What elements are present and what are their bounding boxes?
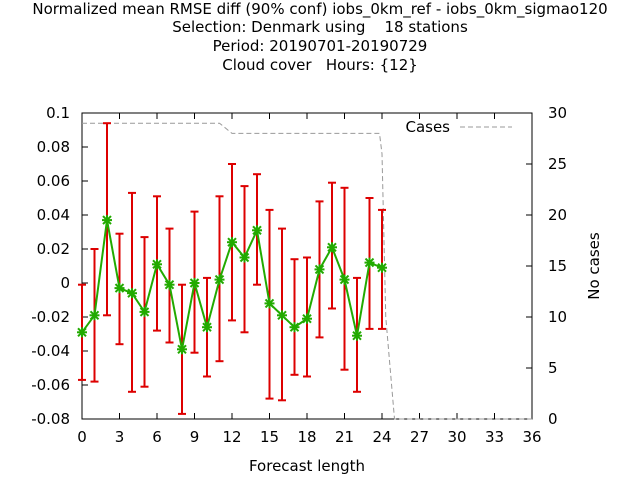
x-tick-label: 9	[190, 428, 200, 446]
data-point	[264, 298, 275, 309]
data-point	[189, 278, 200, 288]
data-point	[302, 313, 312, 324]
y-tick-label: 0.08	[37, 138, 70, 156]
y2-tick-label: 30	[548, 104, 567, 122]
data-point	[77, 327, 87, 338]
data-point	[239, 252, 250, 263]
y-tick-label: -0.06	[31, 376, 70, 394]
data-point	[314, 264, 325, 275]
y2-tick-label: 20	[548, 206, 567, 224]
data-point	[277, 310, 287, 321]
chart-title-line-2: Selection: Denmark using 18 stations	[172, 18, 468, 36]
data-point	[252, 225, 262, 236]
data-point	[114, 283, 125, 294]
x-tick-label: 33	[485, 428, 504, 446]
data-point	[352, 330, 362, 341]
x-tick-label: 6	[152, 428, 162, 446]
x-axis-label: Forecast length	[249, 457, 365, 475]
legend-label-cases: Cases	[405, 118, 450, 136]
x-tick-label: 24	[372, 428, 391, 446]
y-tick-label: 0.02	[37, 240, 70, 258]
data-point	[289, 322, 300, 333]
y2-tick-label: 0	[548, 410, 558, 428]
chart-title-line-4: Cloud cover Hours: {12}	[222, 56, 418, 74]
x-tick-label: 0	[77, 428, 87, 446]
data-point	[89, 310, 100, 321]
y2-tick-label: 15	[548, 257, 567, 275]
x-tick-label: 21	[335, 428, 354, 446]
y-tick-label: 0.1	[46, 104, 70, 122]
x-tick-label: 15	[260, 428, 279, 446]
y-tick-label: 0.06	[37, 172, 70, 190]
data-point	[377, 262, 387, 273]
y2-tick-label: 25	[548, 155, 567, 173]
data-point	[339, 274, 350, 285]
y-tick-label: -0.04	[31, 342, 70, 360]
legend: Cases	[405, 118, 512, 136]
y2-axis-label: No cases	[585, 232, 603, 300]
data-point	[202, 322, 212, 333]
x-tick-label: 18	[297, 428, 316, 446]
data-point	[139, 306, 150, 317]
y2-tick-label: 10	[548, 308, 567, 326]
x-tick-label: 3	[115, 428, 125, 446]
chart-title-line-1: Normalized mean RMSE diff (90% conf) iob…	[32, 0, 608, 18]
x-tick-label: 36	[522, 428, 541, 446]
x-tick-label: 12	[222, 428, 241, 446]
x-tick-label: 27	[410, 428, 429, 446]
data-point	[177, 344, 187, 355]
x-tick-label: 30	[447, 428, 466, 446]
data-point	[127, 288, 137, 299]
data-point	[364, 257, 375, 268]
axes-layer: 0 3 6 9 12 15 18 21 24 27 30 33 36-0.08-0.06-0.04-0.…	[31, 104, 567, 446]
cases-layer	[82, 122, 532, 420]
data-point	[214, 274, 225, 285]
y-tick-label: 0	[60, 274, 70, 292]
data-point	[152, 259, 162, 270]
y2-tick-label: 5	[548, 359, 558, 377]
data-point	[164, 279, 175, 290]
chart-title-line-3: Period: 20190701-20190729	[212, 37, 428, 55]
data-point	[102, 215, 112, 226]
cases-line	[82, 122, 532, 420]
y-tick-label: 0.04	[37, 206, 70, 224]
series-layer	[77, 215, 387, 355]
data-point	[227, 237, 237, 248]
y-tick-label: -0.08	[31, 410, 70, 428]
y-tick-label: -0.02	[31, 308, 70, 326]
data-point	[327, 242, 337, 253]
